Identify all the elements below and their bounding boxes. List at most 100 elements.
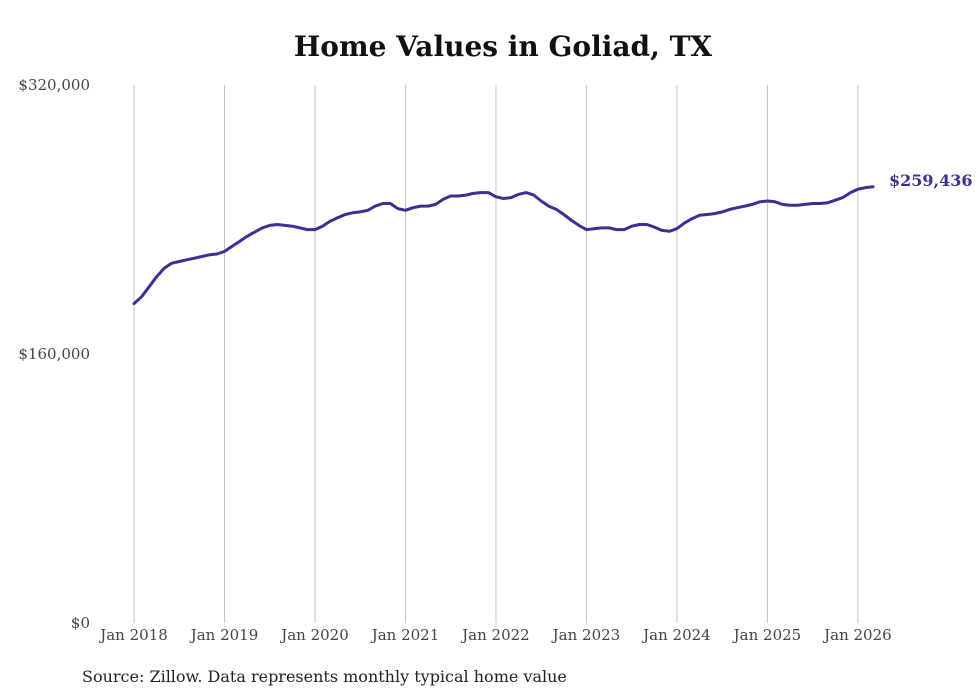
end-value-label-layer: $259,436 xyxy=(889,171,973,190)
data-point xyxy=(238,240,241,243)
data-point xyxy=(381,202,384,205)
data-point xyxy=(163,267,166,270)
data-point xyxy=(766,200,769,203)
data-point xyxy=(743,205,746,208)
data-point xyxy=(668,230,671,233)
data-point xyxy=(449,195,452,198)
data-point xyxy=(577,224,580,227)
data-point xyxy=(532,194,535,197)
data-point xyxy=(525,191,528,194)
data-point xyxy=(819,202,822,205)
data-point xyxy=(547,205,550,208)
data-point xyxy=(872,185,875,188)
data-point xyxy=(434,203,437,206)
data-point xyxy=(796,204,799,207)
end-value-label: $259,436 xyxy=(889,171,973,190)
x-tick-label: Jan 2022 xyxy=(460,626,530,644)
data-point xyxy=(864,186,867,189)
data-point xyxy=(789,204,792,207)
data-point xyxy=(479,191,482,194)
data-point xyxy=(298,226,301,229)
data-point xyxy=(585,228,588,231)
data-point xyxy=(321,225,324,228)
y-tick-label: $0 xyxy=(71,614,90,632)
data-point xyxy=(223,250,226,253)
data-point xyxy=(645,223,648,226)
data-point xyxy=(841,196,844,199)
data-point xyxy=(193,257,196,260)
data-point xyxy=(728,208,731,211)
data-point xyxy=(683,221,686,224)
data-point xyxy=(419,205,422,208)
data-point xyxy=(329,220,332,223)
data-point xyxy=(148,285,151,288)
y-axis-tick-labels: $0 $160,000 $320,000 xyxy=(18,76,90,632)
data-point xyxy=(457,195,460,198)
data-point xyxy=(600,226,603,229)
data-point xyxy=(502,197,505,200)
y-tick-label: $160,000 xyxy=(18,345,90,363)
data-point xyxy=(427,205,430,208)
data-point xyxy=(389,202,392,205)
home-value-series-line xyxy=(132,185,875,306)
data-point xyxy=(721,210,724,213)
data-point xyxy=(442,198,445,201)
data-point xyxy=(510,196,513,199)
data-point xyxy=(675,227,678,230)
data-point xyxy=(276,223,279,226)
data-point xyxy=(826,201,829,204)
data-point xyxy=(623,228,626,231)
data-point xyxy=(366,209,369,212)
data-point xyxy=(849,191,852,194)
data-point xyxy=(570,219,573,222)
x-tick-label: Jan 2018 xyxy=(98,626,168,644)
data-point xyxy=(412,206,415,209)
data-point xyxy=(713,212,716,215)
data-point xyxy=(562,213,565,216)
data-point xyxy=(555,208,558,211)
data-point xyxy=(231,245,234,248)
data-point xyxy=(751,203,754,206)
data-point xyxy=(344,213,347,216)
x-tick-label: Jan 2019 xyxy=(189,626,259,644)
data-point xyxy=(291,225,294,228)
data-point xyxy=(268,224,271,227)
data-point xyxy=(170,262,173,265)
data-point xyxy=(133,302,136,305)
data-point xyxy=(706,213,709,216)
data-point xyxy=(834,199,837,202)
x-tick-label: Jan 2026 xyxy=(822,626,892,644)
data-point xyxy=(253,231,256,234)
data-point xyxy=(215,253,218,256)
data-point xyxy=(336,216,339,219)
source-note: Source: Zillow. Data represents monthly … xyxy=(82,667,567,686)
data-point xyxy=(698,214,701,217)
data-point xyxy=(404,209,407,212)
data-point xyxy=(200,255,203,258)
grid-lines xyxy=(133,85,859,623)
data-point xyxy=(774,200,777,203)
y-tick-label: $320,000 xyxy=(18,76,90,94)
data-point xyxy=(464,194,467,197)
data-point xyxy=(608,226,611,229)
data-point xyxy=(593,227,596,230)
series-line-layer xyxy=(132,185,875,306)
data-point xyxy=(487,191,490,194)
x-tick-label: Jan 2025 xyxy=(732,626,802,644)
data-point xyxy=(155,275,158,278)
data-point xyxy=(178,260,181,263)
data-point xyxy=(472,192,475,195)
data-point xyxy=(517,193,520,196)
data-point xyxy=(185,258,188,261)
data-point xyxy=(630,225,633,228)
data-point xyxy=(811,202,814,205)
data-point xyxy=(638,223,641,226)
data-point xyxy=(374,205,377,208)
data-point xyxy=(736,206,739,209)
data-point xyxy=(306,228,309,231)
data-point xyxy=(781,203,784,206)
chart-title: Home Values in Goliad, TX xyxy=(293,30,713,63)
data-point xyxy=(283,224,286,227)
data-point xyxy=(359,210,362,213)
